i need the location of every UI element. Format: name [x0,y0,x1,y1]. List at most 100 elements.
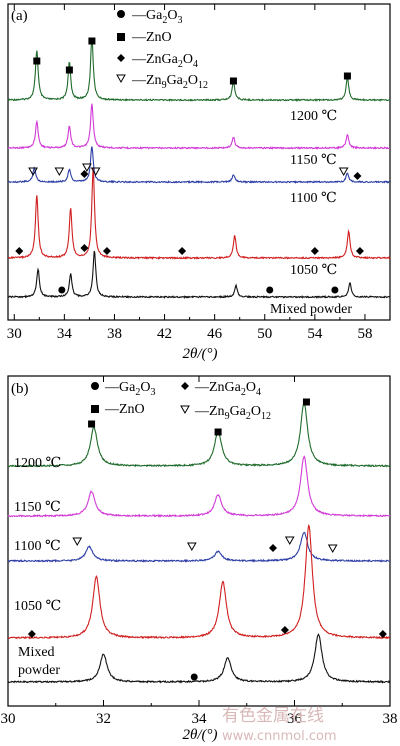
x-tick-label-50: 50 [257,326,272,342]
trace-label-b-1050: 1050 ℃ [14,599,61,614]
x-tick-label-34: 34 [57,326,73,342]
trace-1150-℃ [7,455,391,518]
marker-a-zno-0 [33,57,41,65]
marker-a-zn9ga2o12-4 [338,167,349,177]
marker-b-zn9ga2o12-2 [284,536,295,546]
watermark-url: www.cnnmol.com [222,729,337,744]
x-tick-label-38: 38 [107,326,122,342]
trace-label-a-1050: 1050 ℃ [290,263,337,278]
legend-a-zno: —ZnO [131,30,172,45]
marker-a-znga2o4-1050-0 [15,247,24,255]
panel-b-frame [7,375,391,707]
trace-mixed-powder [7,250,391,300]
marker-a-znga2o4-1050-2 [102,247,111,255]
x-tick-label-30: 30 [7,326,22,342]
x-tick-label-58: 58 [357,326,372,342]
legend-a-square-marker [117,33,125,41]
marker-b-zno-1 [214,428,222,436]
marker-a-zn9ga2o12-2 [82,163,92,173]
panel-b-tag: (b) [11,381,29,397]
marker-a-zno-2 [88,37,96,45]
marker-b-znga2o4-1050-1 [280,626,289,634]
marker-a-zno-4 [343,72,351,80]
marker-a-ga2o3-2 [331,286,339,294]
trace-1150-℃ [7,103,391,150]
panel-a-tag: (a) [11,8,28,24]
trace-label-b-mixed-line1: Mixed [18,645,55,660]
panel-a-frame [7,3,391,321]
marker-b-zno-2 [302,398,310,406]
trace-label-b-1200: 1200 ℃ [14,456,61,471]
marker-a-zn9ga2o12-3 [90,167,101,177]
trace-mixed-powder [8,633,391,684]
x-tick-label-36: 36 [287,711,303,727]
marker-b-ga2o3 [190,673,198,681]
marker-a-ga2o3-1 [266,286,274,294]
marker-a-zno-1 [65,66,73,74]
x-tick-label-38: 38 [383,711,398,727]
x-tick-label-42: 42 [157,326,172,342]
trace-1050-℃ [7,167,391,261]
trace-label-a-1100: 1100 ℃ [290,191,337,206]
marker-a-znga2o4-1050-3 [178,247,187,255]
x-tick-label-54: 54 [307,326,323,342]
legend-b-circle-marker [91,382,99,390]
trace-1100-℃ [8,146,391,184]
legend-b-znga2o4: —ZnGa2O4 [194,380,261,398]
x-tick-label-46: 46 [207,326,223,342]
marker-a-ga2o3-0 [58,286,66,294]
legend-b-diamond-marker [181,382,189,390]
panel-b-traces [7,402,391,684]
panel-a-markers [15,37,364,294]
panel-a: 30 34 38 42 46 50 54 58 (a) —Ga2O3 —ZnO —ZnGa2O… [7,3,391,362]
legend-a-circle-marker [117,10,125,18]
panel-a-traces [7,38,391,300]
legend-a-triangle-marker [116,74,126,84]
panel-b: 30 32 34 36 38 (b) —Ga2O3 —ZnO —ZnGa2O4 —Zn9… [1,375,398,743]
trace-1100-℃ [7,531,391,563]
marker-a-znga2o4-1050-1 [80,244,89,252]
legend-a-znga2o4: —ZnGa2O4 [131,52,198,70]
marker-a-znga2o4-1050-5 [355,247,364,255]
panel-a-legend: —Ga2O3 —ZnO —ZnGa2O4 —Zn9Ga2O12 [116,8,208,91]
legend-b-square-marker [91,405,99,413]
x-tick-label-30: 30 [1,711,16,727]
marker-a-zn9ga2o12-0 [28,167,38,177]
marker-b-znga2o4-1100 [269,544,278,552]
marker-a-znga2o4-1050-4 [310,247,319,255]
trace-label-b-mixed-line2: powder [18,663,60,678]
marker-b-zn9ga2o12-3 [327,544,338,554]
watermark-cn: 有色金属在线 [222,706,324,726]
marker-a-zn9ga2o12-1 [54,167,65,177]
legend-b-zno: —ZnO [104,402,145,417]
trace-1050-℃ [7,524,391,640]
marker-b-zno-0 [88,420,96,428]
trace-label-b-1150: 1150 ℃ [14,500,61,515]
legend-a-ga2o3: —Ga2O3 [131,8,182,26]
legend-a-zn9ga2o12: —Zn9Ga2O12 [131,73,208,91]
marker-b-zn9ga2o12-0 [72,537,83,547]
trace-label-a-1200: 1200 ℃ [290,109,337,124]
legend-b-triangle-marker [180,405,190,415]
trace-label-a-mixed: Mixed powder [270,302,352,317]
panel-a-xlabel: 2θ/(°) [182,346,217,362]
marker-a-znga2o4-1100-1 [353,172,362,180]
legend-b-zn9ga2o12: —Zn9Ga2O12 [194,404,271,422]
panel-b-legend: —Ga2O3 —ZnO —ZnGa2O4 —Zn9Ga2O12 [91,380,271,422]
panel-b-ticks: 30 32 34 36 38 [1,376,398,727]
panel-b-xlabel: 2θ/(°) [182,727,217,743]
marker-b-znga2o4-1050-2 [378,630,387,638]
marker-b-zn9ga2o12-1 [186,542,197,552]
panel-b-markers [27,398,387,681]
x-tick-label-32: 32 [96,711,111,727]
trace-1200-℃ [7,38,391,102]
marker-b-znga2o4-1050-0 [27,630,36,638]
trace-label-a-1150: 1150 ℃ [290,153,337,168]
marker-a-znga2o4-1100-0 [80,170,89,178]
marker-a-zno-3 [229,77,237,85]
panel-a-ticks: 30 34 38 42 46 50 54 58 [7,4,372,342]
x-tick-label-34: 34 [192,711,208,727]
legend-b-ga2o3: —Ga2O3 [104,380,155,398]
trace-1200-℃ [7,402,391,468]
